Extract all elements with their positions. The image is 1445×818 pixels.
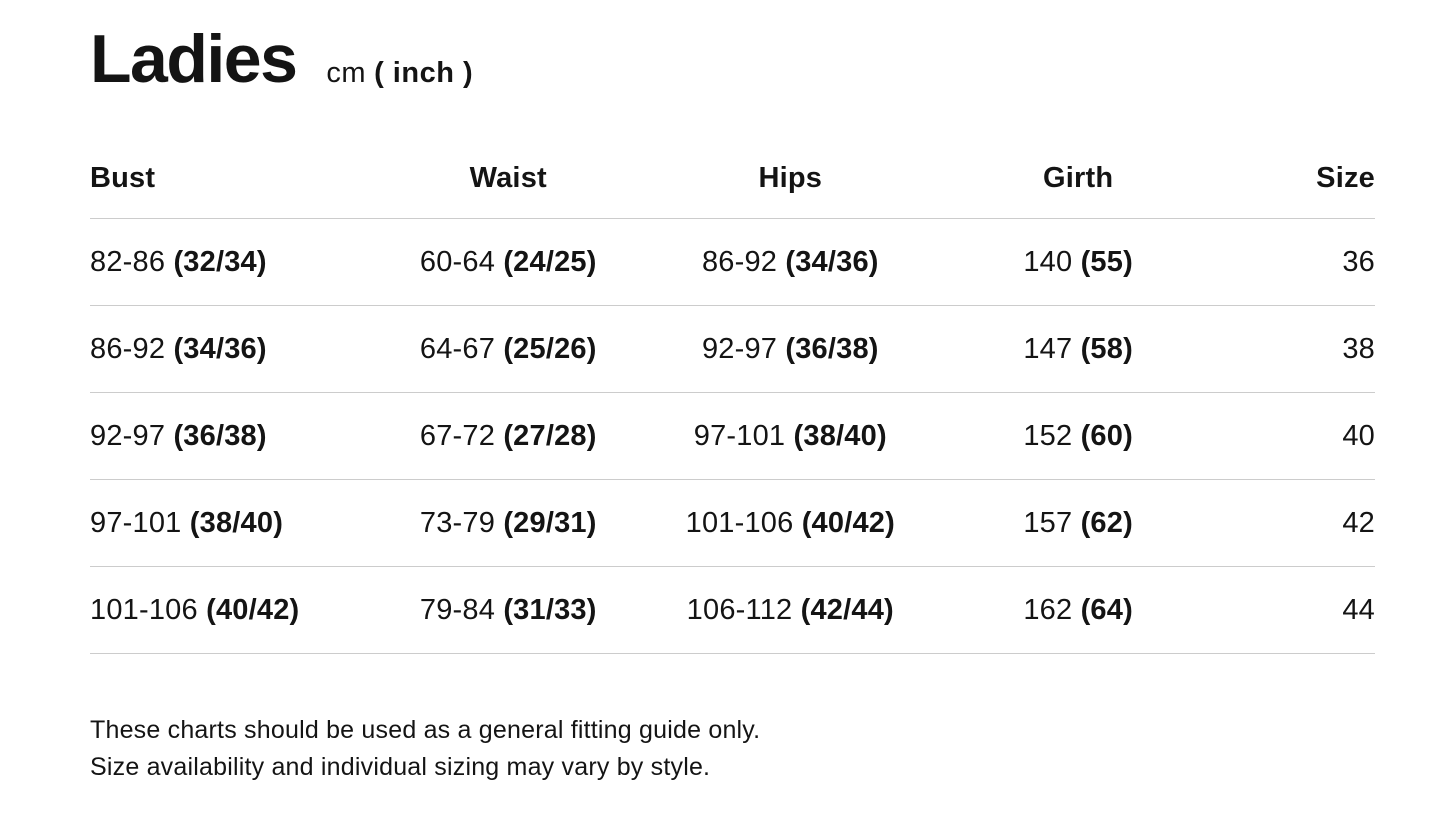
hips-inch-value: (34/36) — [785, 246, 879, 279]
girth-inch-value: (64) — [1080, 594, 1133, 627]
table-row: 82-86 (32/34) 60-64 (24/25) 86-92 (34/36) 1… — [90, 218, 1375, 307]
waist-cell: 64-67 (25/26) — [370, 305, 647, 394]
table-row: 92-97 (36/38) 67-72 (27/28) 97-101 (38/40)… — [90, 392, 1375, 481]
girth-cell: 140 (55) — [934, 218, 1223, 307]
waist-cell: 73-79 (29/31) — [370, 479, 647, 568]
size-cell: 42 — [1222, 479, 1375, 568]
girth-cm-value: 147 — [1023, 333, 1073, 366]
size-table: Bust Waist Hips Girth Size 82-86 (32/34)… — [90, 160, 1375, 655]
bust-cell: 86-92 (34/36) — [90, 305, 371, 394]
bust-cm-value: 97-101 — [90, 507, 182, 540]
bust-cell: 97-101 (38/40) — [90, 479, 371, 568]
table-row: 101-106 (40/42) 79-84 (31/33) 106-112 (42/… — [90, 566, 1375, 655]
column-header-bust: Bust — [90, 160, 371, 220]
waist-cell: 79-84 (31/33) — [370, 566, 647, 655]
column-header-waist: Waist — [370, 160, 647, 220]
waist-cell: 60-64 (24/25) — [370, 218, 647, 307]
hips-cell: 106-112 (42/44) — [646, 566, 935, 655]
hips-cm-value: 101-106 — [685, 507, 794, 540]
girth-cell: 162 (64) — [934, 566, 1223, 655]
size-cell: 38 — [1222, 305, 1375, 394]
page-header: Ladies cm( inch ) — [90, 20, 1375, 98]
column-header-size: Size — [1222, 160, 1375, 220]
waist-cm-value: 67-72 — [419, 420, 496, 453]
waist-inch-value: (27/28) — [503, 420, 597, 453]
bust-cm-value: 101-106 — [90, 594, 198, 627]
disclaimer-line-1: These charts should be used as a general… — [90, 716, 761, 745]
column-header-hips: Hips — [646, 160, 935, 220]
hips-inch-value: (38/40) — [793, 420, 887, 453]
waist-inch-value: (24/25) — [503, 246, 597, 279]
girth-inch-value: (55) — [1080, 246, 1133, 279]
bust-inch-value: (38/40) — [189, 507, 284, 540]
hips-cm-value: 106-112 — [686, 594, 793, 627]
bust-inch-value: (34/36) — [173, 333, 267, 366]
size-chart-page: Ladies cm( inch ) Bust Waist Hips Girth … — [90, 20, 1375, 786]
table-row: 86-92 (34/36) 64-67 (25/26) 92-97 (36/38) 1… — [90, 305, 1375, 394]
bust-cm-value: 92-97 — [90, 420, 166, 453]
girth-cell: 152 (60) — [934, 392, 1223, 481]
column-header-girth: Girth — [934, 160, 1223, 220]
waist-inch-value: (29/31) — [503, 507, 597, 540]
hips-cell: 101-106 (40/42) — [646, 479, 935, 568]
hips-cm-value: 97-101 — [693, 420, 786, 453]
disclaimer-line-2: Size availability and individual sizing … — [90, 753, 711, 782]
size-cell: 36 — [1222, 218, 1375, 307]
hips-inch-value: (36/38) — [785, 333, 879, 366]
disclaimer: These charts should be used as a general… — [90, 712, 1375, 786]
size-table-head: Bust Waist Hips Girth Size — [90, 160, 1375, 220]
girth-cell: 147 (58) — [934, 305, 1223, 394]
page-title: Ladies — [90, 21, 298, 97]
waist-cm-value: 60-64 — [419, 246, 496, 279]
girth-cm-value: 162 — [1023, 594, 1073, 627]
girth-cm-value: 140 — [1023, 246, 1073, 279]
unit-inch-label: ( inch ) — [374, 57, 474, 89]
bust-cell: 82-86 (32/34) — [90, 218, 371, 307]
table-header-row: Bust Waist Hips Girth Size — [90, 160, 1375, 220]
hips-inch-value: (42/44) — [800, 594, 894, 627]
girth-cm-value: 157 — [1023, 507, 1073, 540]
hips-cell: 86-92 (34/36) — [646, 218, 935, 307]
girth-inch-value: (60) — [1080, 420, 1133, 453]
waist-cm-value: 79-84 — [419, 594, 496, 627]
waist-cell: 67-72 (27/28) — [370, 392, 647, 481]
bust-inch-value: (40/42) — [206, 594, 300, 627]
table-row: 97-101 (38/40) 73-79 (29/31) 101-106 (40/4… — [90, 479, 1375, 568]
bust-inch-value: (36/38) — [173, 420, 267, 453]
bust-cm-value: 82-86 — [90, 246, 166, 279]
waist-cm-value: 64-67 — [419, 333, 496, 366]
hips-cm-value: 86-92 — [701, 246, 778, 279]
girth-inch-value: (58) — [1080, 333, 1133, 366]
size-cell: 40 — [1222, 392, 1375, 481]
girth-inch-value: (62) — [1080, 507, 1133, 540]
hips-cell: 97-101 (38/40) — [646, 392, 935, 481]
girth-cell: 157 (62) — [934, 479, 1223, 568]
hips-inch-value: (40/42) — [801, 507, 895, 540]
hips-cm-value: 92-97 — [701, 333, 778, 366]
unit-cm-label: cm — [326, 57, 367, 89]
girth-cm-value: 152 — [1023, 420, 1073, 453]
waist-inch-value: (25/26) — [503, 333, 597, 366]
size-table-body: 82-86 (32/34) 60-64 (24/25) 86-92 (34/36) 1… — [90, 218, 1375, 655]
bust-cell: 101-106 (40/42) — [90, 566, 371, 655]
size-cell: 44 — [1222, 566, 1375, 655]
bust-cm-value: 86-92 — [90, 333, 166, 366]
hips-cell: 92-97 (36/38) — [646, 305, 935, 394]
bust-cell: 92-97 (36/38) — [90, 392, 371, 481]
waist-inch-value: (31/33) — [503, 594, 597, 627]
bust-inch-value: (32/34) — [173, 246, 267, 279]
waist-cm-value: 73-79 — [419, 507, 496, 540]
units-label: cm( inch ) — [326, 57, 473, 90]
